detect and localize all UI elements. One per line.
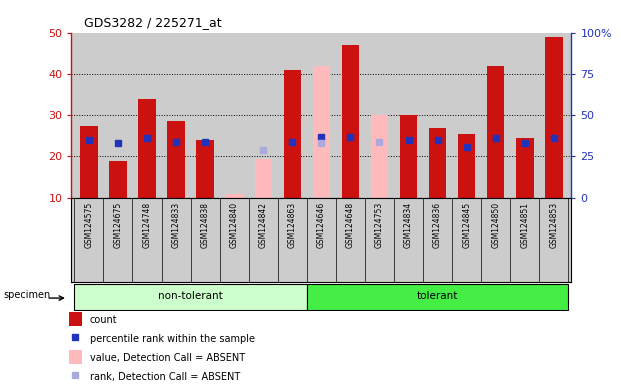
Bar [80,126,97,198]
Text: GSM124646: GSM124646 [317,202,326,248]
Bar [225,194,243,198]
Text: specimen: specimen [3,290,50,300]
Text: GSM124845: GSM124845 [462,202,471,248]
Bar [487,66,504,198]
Text: GSM124840: GSM124840 [230,202,238,248]
Text: non-tolerant: non-tolerant [158,291,223,301]
Text: GSM124575: GSM124575 [84,202,93,248]
Text: GSM124836: GSM124836 [433,202,442,248]
Text: value, Detection Call = ABSENT: value, Detection Call = ABSENT [89,353,245,363]
Bar [70,350,82,364]
Text: GDS3282 / 225271_at: GDS3282 / 225271_at [84,16,222,29]
Bar [458,134,476,198]
Bar [109,161,127,198]
Text: GSM124753: GSM124753 [375,202,384,248]
Bar [516,138,533,198]
Text: GSM124850: GSM124850 [491,202,501,248]
Bar [400,115,417,198]
Text: GSM124675: GSM124675 [114,202,122,248]
Text: GSM124851: GSM124851 [520,202,529,248]
Bar [429,127,446,198]
Bar [545,37,563,198]
Bar [75,284,307,310]
Bar [371,115,388,198]
Bar [138,99,156,198]
Bar [284,70,301,198]
Text: percentile rank within the sample: percentile rank within the sample [89,334,255,344]
Bar [167,121,185,198]
Text: GSM124834: GSM124834 [404,202,413,248]
Text: tolerant: tolerant [417,291,458,301]
Text: GSM124648: GSM124648 [346,202,355,248]
Bar [342,45,359,198]
Bar [255,159,272,198]
Text: GSM124863: GSM124863 [288,202,297,248]
Bar [70,312,82,326]
Bar [196,140,214,198]
Text: GSM124853: GSM124853 [550,202,558,248]
Bar [307,284,568,310]
Text: rank, Detection Call = ABSENT: rank, Detection Call = ABSENT [89,372,240,382]
Text: count: count [89,315,117,325]
Text: GSM124833: GSM124833 [171,202,181,248]
Text: GSM124838: GSM124838 [201,202,210,248]
Text: GSM124748: GSM124748 [142,202,152,248]
Text: GSM124842: GSM124842 [259,202,268,248]
Bar [312,66,330,198]
